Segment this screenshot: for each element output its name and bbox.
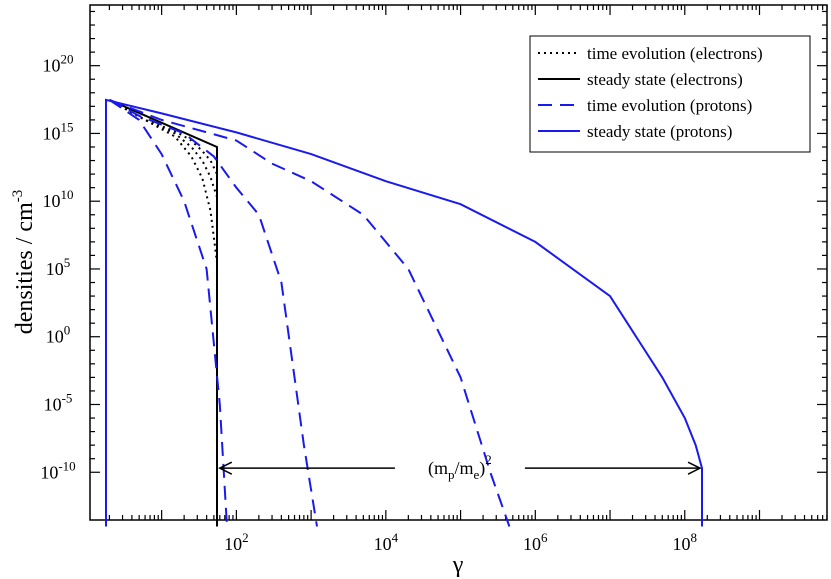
y-axis-title: densities / cm-3 (10, 190, 38, 334)
y-tick-label: 10-10 (40, 458, 75, 482)
annotation-label: (mp/me)2 (428, 452, 492, 482)
series-line-0 (108, 99, 218, 175)
series-line-4 (108, 99, 228, 527)
series-line-3 (108, 98, 218, 527)
y-tick-label: 1020 (43, 52, 74, 76)
axis-ticks (90, 5, 828, 520)
series-layer (105, 98, 703, 527)
svg-text:densities / cm-3: densities / cm-3 (10, 190, 38, 334)
y-axis-title-text: densities / cm (12, 202, 38, 334)
legend-label-1: steady state (electrons) (587, 70, 743, 89)
y-tick-label: 105 (46, 255, 71, 279)
legend: time evolution (electrons) steady state (… (529, 35, 811, 153)
annotation-arrowhead-right (687, 461, 702, 475)
series-line-6 (109, 98, 511, 527)
plot-frame (89, 4, 828, 521)
y-tick-label: 1010 (43, 187, 74, 211)
legend-box (529, 35, 811, 153)
legend-label-0: time evolution (electrons) (587, 44, 763, 63)
x-tick-label: 102 (224, 530, 249, 554)
legend-label-2: time evolution (protons) (587, 96, 752, 115)
series-line-7 (105, 98, 703, 527)
y-tick-label: 10-5 (44, 390, 73, 414)
y-tick-label: 100 (46, 323, 71, 347)
x-tick-label: 108 (673, 530, 698, 554)
axis-tick-labels: 102 104 106 108 10-10 10-5 100 105 1010 1015 1020 (40, 52, 697, 554)
series-line-5 (108, 99, 318, 527)
x-axis-title: γ (452, 552, 464, 578)
annotation-arrowhead-left (218, 461, 233, 475)
x-tick-label: 106 (523, 530, 548, 554)
y-tick-label: 1015 (43, 119, 74, 143)
x-tick-label: 104 (374, 530, 399, 554)
legend-label-3: steady state (protons) (587, 122, 732, 141)
mass-ratio-annotation: (mp/me)2 (218, 452, 702, 482)
y-axis-title-exponent: -3 (10, 190, 26, 203)
